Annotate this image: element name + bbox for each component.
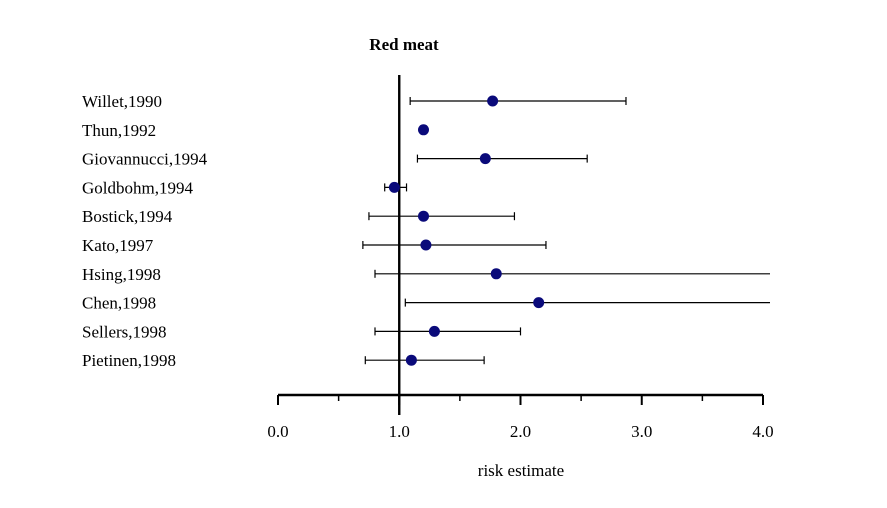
study-label: Pietinen,1998: [82, 351, 176, 370]
study-label: Giovannucci,1994: [82, 150, 208, 169]
x-tick-label: 0.0: [267, 422, 288, 441]
x-tick-label: 1.0: [389, 422, 410, 441]
point-estimate: [479, 153, 491, 165]
chart-title: Red meat: [369, 35, 439, 54]
point-estimates: [388, 95, 545, 366]
point-estimate: [490, 268, 502, 280]
point-estimate: [533, 297, 545, 309]
point-estimate: [418, 124, 429, 136]
study-label: Thun,1992: [82, 121, 156, 140]
point-estimate: [487, 95, 499, 107]
point-estimate: [405, 354, 417, 366]
x-tick-label: 3.0: [631, 422, 652, 441]
point-estimate: [418, 210, 429, 222]
study-label: Hsing,1998: [82, 265, 161, 284]
study-label: Goldbohm,1994: [82, 178, 193, 197]
study-labels: Willet,1990 Thun,1992 Giovannucci,1994 Gold…: [82, 92, 208, 370]
confidence-intervals: [362, 97, 770, 365]
x-tick-label: 4.0: [752, 422, 773, 441]
point-estimate: [420, 239, 432, 251]
study-label: Kato,1997: [82, 236, 154, 255]
point-estimate: [388, 181, 400, 193]
x-tick-label: 2.0: [510, 422, 531, 441]
x-axis-label: risk estimate: [478, 461, 564, 480]
study-label: Willet,1990: [82, 92, 162, 111]
point-estimate: [428, 325, 440, 337]
study-label: Chen,1998: [82, 294, 156, 313]
study-label: Sellers,1998: [82, 322, 167, 341]
study-label: Bostick,1994: [82, 207, 173, 226]
x-axis: 0.0 1.0 2.0 3.0 4.0: [267, 393, 774, 441]
